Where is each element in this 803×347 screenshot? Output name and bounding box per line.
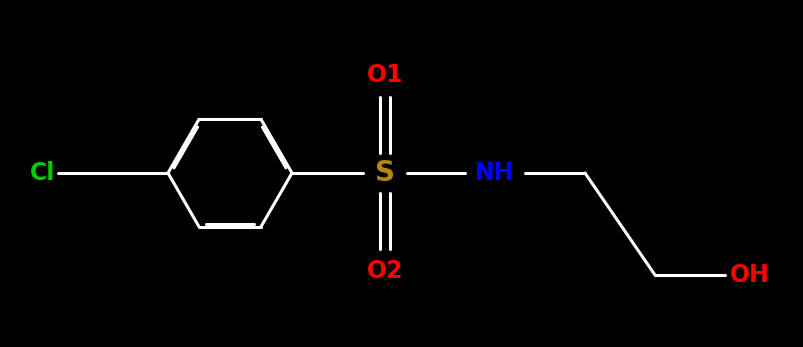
Text: O2: O2 [366, 259, 403, 283]
Text: Cl: Cl [30, 161, 55, 185]
Text: S: S [374, 159, 394, 187]
Text: O1: O1 [366, 63, 403, 87]
Text: NH: NH [475, 161, 514, 185]
Text: OH: OH [729, 263, 769, 287]
